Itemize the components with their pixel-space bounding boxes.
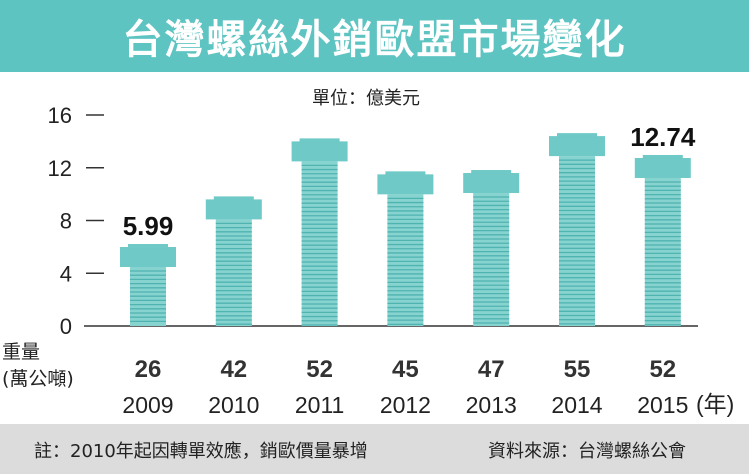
bolt-shaft	[215, 219, 252, 326]
bolt-head-cap	[299, 138, 340, 143]
bolt-bar-2014	[549, 133, 605, 326]
bolt-bar-2012	[377, 171, 434, 326]
bolt-head-cap	[471, 170, 512, 175]
weight-value-2009: 26	[135, 356, 162, 383]
weight-value-2014: 55	[564, 356, 591, 383]
bolt-head	[463, 173, 520, 194]
bolt-head	[120, 247, 176, 268]
x-tick-label-2014: 2014	[551, 392, 602, 418]
x-tick-label-2011: 2011	[295, 392, 344, 418]
weight-value-2012: 45	[392, 356, 419, 383]
bolt-bar-2009	[120, 244, 176, 326]
bolt-head	[205, 199, 262, 220]
weight-value-2015: 52	[649, 356, 676, 383]
y-tick-label: 0	[60, 314, 72, 339]
y-tick-label: 12	[48, 156, 72, 181]
bolt-head-cap	[557, 133, 597, 138]
bolt-head-cap	[385, 171, 426, 176]
year-unit-label: (年)	[696, 391, 734, 417]
bolt-head	[291, 141, 348, 162]
bolt-bar-2011	[291, 138, 348, 326]
x-tick-label-2009: 2009	[122, 392, 173, 418]
bolt-bar-chart: 0 4 8 12 16 5.99 26 2009 42 2010 52 2011 45 2012 47 20…	[2, 103, 734, 418]
weight-label-line2: (萬公噸)	[2, 368, 74, 390]
bolt-head-cap	[642, 154, 683, 159]
weight-label-line1: 重量	[2, 341, 40, 363]
bolt-bar-2013	[463, 170, 520, 326]
value-label-2009: 5.99	[123, 211, 174, 241]
x-tick-label-2010: 2010	[208, 392, 259, 418]
footer-source: 資料來源：台灣螺絲公會	[488, 441, 686, 462]
bolt-shaft	[559, 156, 595, 326]
bolt-head-cap	[213, 196, 254, 201]
unit-label: 單位：億美元	[312, 88, 420, 109]
bolt-bar-2010	[205, 196, 262, 326]
chart-area: 單位：億美元 0 4 8 12 16 5.99 26 2009 42 2010 52 2011 45 2…	[0, 72, 749, 424]
bolt-bar-2015	[634, 154, 691, 326]
bolt-shaft	[387, 194, 424, 326]
bolt-head	[634, 157, 691, 178]
bolt-shaft	[301, 161, 338, 326]
y-tick-label: 8	[60, 209, 72, 234]
footer-note: 註：2010年起因轉單效應，銷歐價量暴增	[34, 441, 368, 462]
bolt-head-cap	[128, 244, 168, 249]
x-tick-label-2015: 2015	[637, 392, 688, 418]
weight-value-2010: 42	[220, 356, 247, 383]
footer: 註：2010年起因轉單效應，銷歐價量暴增 資料來源：台灣螺絲公會	[0, 424, 749, 474]
title-banner: 台灣螺絲外銷歐盟市場變化	[0, 0, 749, 72]
weight-value-2013: 47	[478, 356, 505, 383]
bolt-head	[377, 174, 434, 195]
x-tick-label-2013: 2013	[466, 392, 517, 418]
x-tick-label-2012: 2012	[380, 392, 431, 418]
y-tick-label: 16	[48, 103, 72, 128]
weight-value-2011: 52	[306, 356, 333, 383]
bolt-head	[549, 136, 605, 157]
page-title: 台灣螺絲外銷歐盟市場變化	[122, 17, 627, 63]
y-tick-label: 4	[60, 261, 72, 286]
value-label-2015: 12.74	[630, 122, 696, 152]
